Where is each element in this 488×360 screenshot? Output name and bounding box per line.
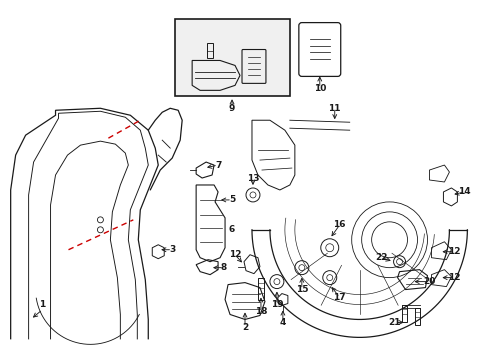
Text: 9: 9 <box>228 104 235 113</box>
Text: 15: 15 <box>295 285 307 294</box>
Text: 11: 11 <box>328 104 340 113</box>
Text: 22: 22 <box>375 253 387 262</box>
Bar <box>401 305 406 323</box>
Text: 21: 21 <box>387 318 400 327</box>
Text: 4: 4 <box>279 318 285 327</box>
Text: 3: 3 <box>169 245 175 254</box>
Bar <box>258 278 264 300</box>
Text: 18: 18 <box>254 307 266 316</box>
Text: 16: 16 <box>333 220 346 229</box>
Text: 19: 19 <box>270 300 283 309</box>
Text: 12: 12 <box>447 247 460 256</box>
Text: 1: 1 <box>40 300 45 309</box>
Text: 14: 14 <box>457 188 470 197</box>
Text: 12: 12 <box>228 250 241 259</box>
Text: 10: 10 <box>313 84 325 93</box>
Text: 7: 7 <box>214 161 221 170</box>
Text: 6: 6 <box>228 225 235 234</box>
Text: 2: 2 <box>242 323 247 332</box>
Text: 13: 13 <box>246 174 259 183</box>
Text: 8: 8 <box>221 263 227 272</box>
Text: 5: 5 <box>228 195 235 204</box>
Text: 12: 12 <box>447 273 460 282</box>
Bar <box>414 307 419 325</box>
Text: 20: 20 <box>423 277 435 286</box>
Text: 17: 17 <box>333 293 346 302</box>
Bar <box>175 19 289 96</box>
